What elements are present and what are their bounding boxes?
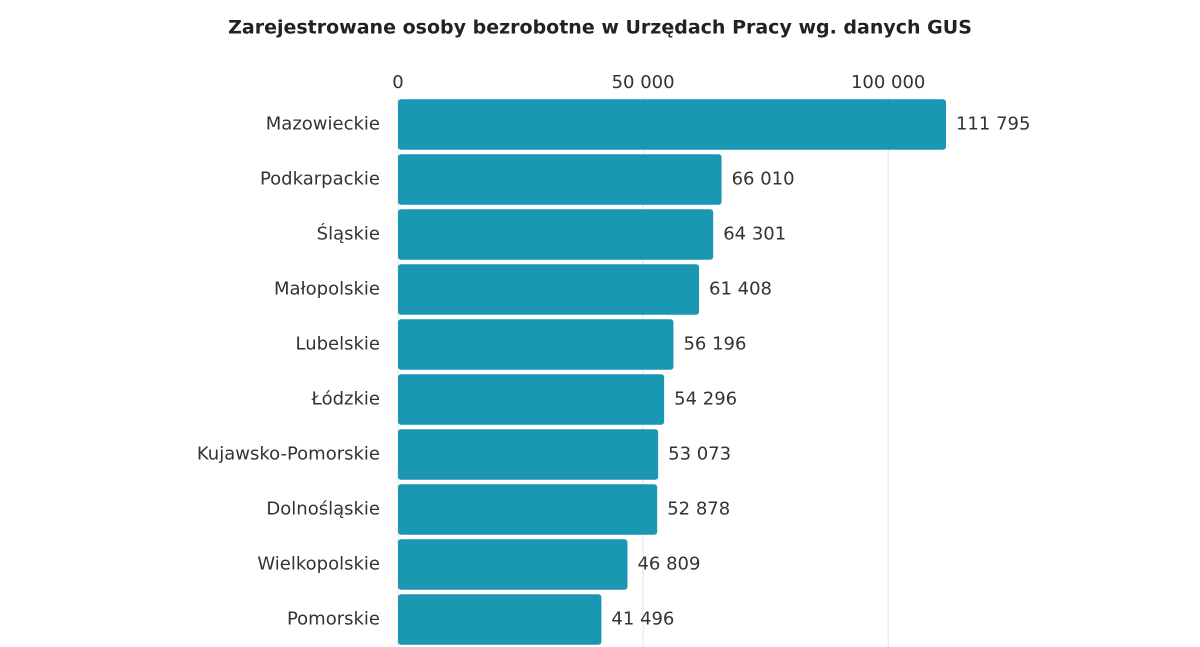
bar	[398, 539, 628, 590]
bar	[398, 594, 602, 645]
value-label: 64 301	[723, 224, 786, 245]
bar	[398, 154, 722, 205]
bar	[398, 99, 946, 150]
y-tick-label: Dolnośląskie	[266, 499, 380, 520]
value-label: 61 408	[709, 279, 772, 300]
x-tick-label: 50 000	[612, 72, 675, 93]
y-tick-label: Podkarpackie	[260, 169, 380, 190]
y-tick-label: Kujawsko-Pomorskie	[197, 444, 380, 465]
x-tick-label: 100 000	[851, 72, 925, 93]
value-label: 56 196	[683, 334, 746, 355]
value-label: 41 496	[611, 609, 674, 630]
value-label: 52 878	[667, 499, 730, 520]
y-tick-label: Lubelskie	[296, 334, 381, 355]
value-label: 54 296	[674, 389, 737, 410]
y-tick-label: Wielkopolskie	[257, 554, 380, 575]
value-label: 111 795	[956, 114, 1030, 135]
value-label: 66 010	[732, 169, 795, 190]
y-tick-label: Śląskie	[317, 223, 380, 245]
value-label: 46 809	[637, 554, 700, 575]
chart-title: Zarejestrowane osoby bezrobotne w Urzęda…	[228, 17, 972, 39]
y-tick-label: Łódzkie	[310, 389, 380, 410]
bar	[398, 264, 700, 315]
bar	[398, 319, 674, 370]
y-tick-label: Mazowieckie	[266, 114, 380, 135]
y-tick-label: Małopolskie	[274, 279, 380, 300]
value-label: 53 073	[668, 444, 731, 465]
bar	[398, 429, 659, 480]
bar	[398, 484, 658, 535]
bar	[398, 209, 714, 260]
x-tick-label: 0	[392, 72, 403, 93]
y-tick-label: Pomorskie	[287, 609, 380, 630]
bar	[398, 374, 665, 425]
